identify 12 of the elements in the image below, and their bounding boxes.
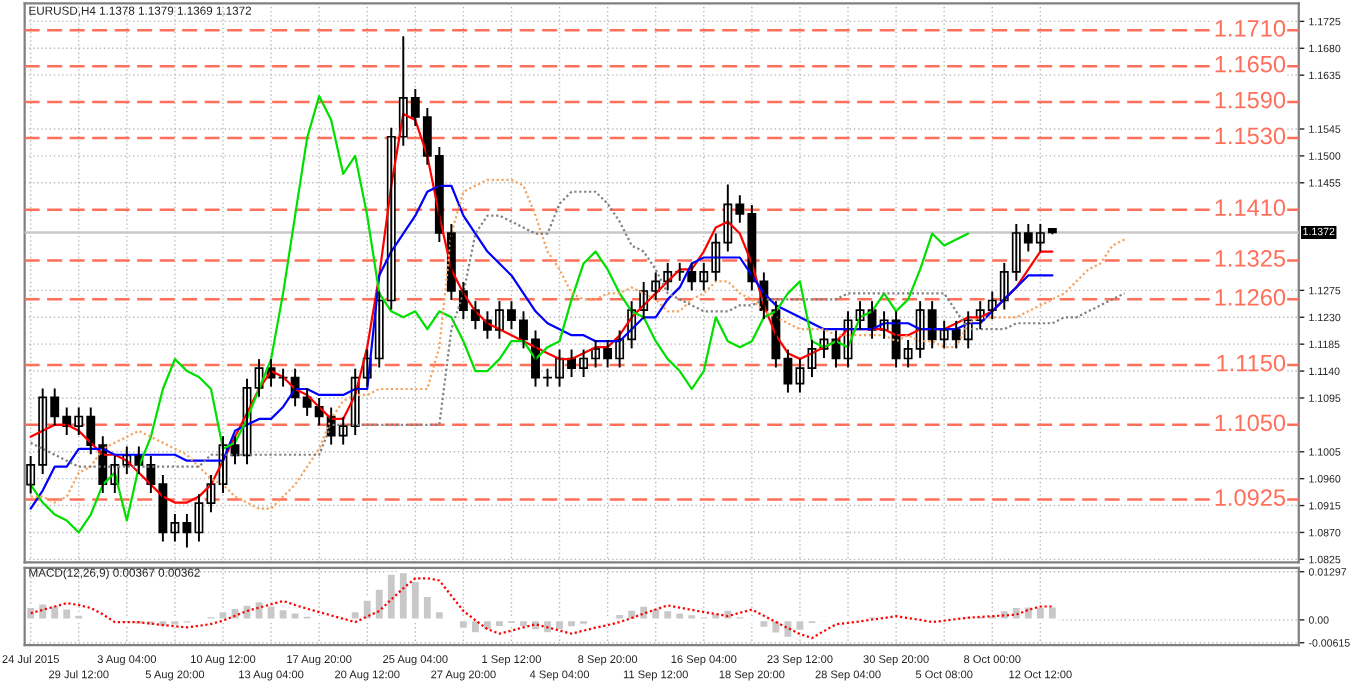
ref-line-label: 1.1530	[1215, 127, 1286, 145]
ref-line-label: 1.1590	[1215, 91, 1286, 109]
line-series	[29, 577, 1054, 640]
ref-line-label: 1.1050	[1215, 414, 1286, 432]
ref-line-label: 1.0925	[1215, 489, 1286, 506]
ref-line-label: 1.1260	[1215, 288, 1286, 306]
line-series	[29, 94, 970, 534]
ref-line-label: 1.1325	[1215, 250, 1286, 267]
ref-line-label: 1.1410	[1215, 199, 1286, 217]
ref-line-label: 1.1150	[1217, 354, 1286, 372]
ref-line-label: 1.1710	[1215, 19, 1286, 37]
ref-line-label: 1.1650	[1215, 55, 1286, 73]
